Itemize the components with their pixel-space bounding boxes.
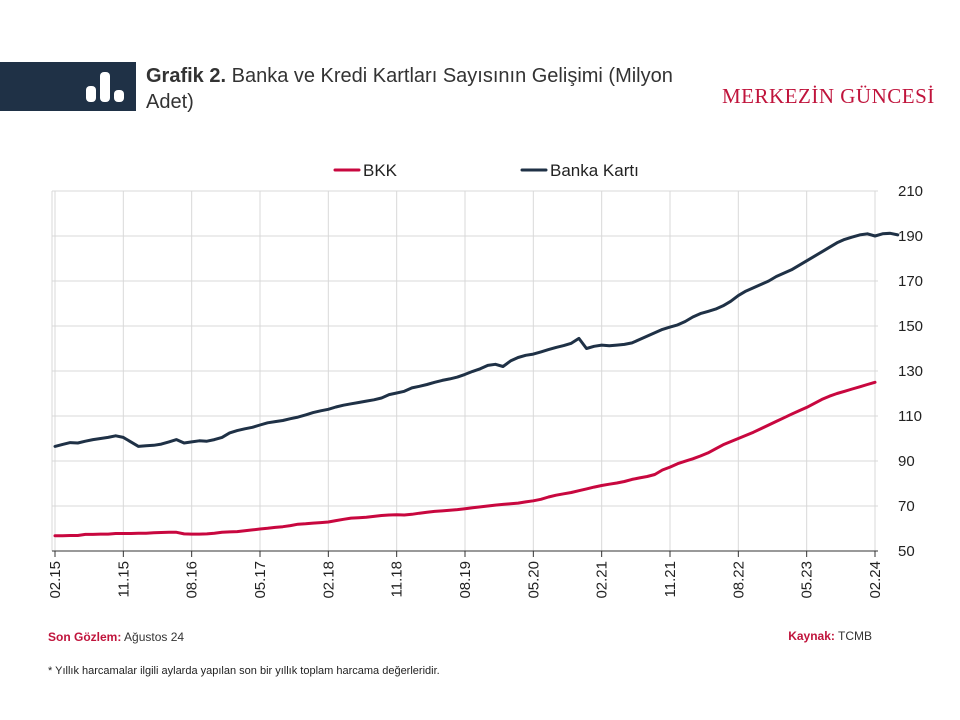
brand-logo: MERKEZİN GÜNCESİ xyxy=(722,84,935,108)
last-observation: Son Gözlem: Ağustos 24 xyxy=(48,630,184,644)
source-label: Kaynak: xyxy=(788,629,835,643)
y-tick-label: 70 xyxy=(898,498,915,515)
last-observation-value: Ağustos 24 xyxy=(124,630,185,644)
x-tick-label: 02.18 xyxy=(320,561,337,599)
x-tick-label: 02.15 xyxy=(47,561,64,599)
title-bold: Grafik 2. xyxy=(146,65,227,87)
series-line xyxy=(53,231,900,448)
y-tick-label: 90 xyxy=(898,453,915,470)
bar-chart-icon xyxy=(86,72,124,102)
y-tick-label: 130 xyxy=(898,363,923,380)
y-tick-label: 110 xyxy=(898,408,922,425)
series-line xyxy=(53,380,877,538)
x-tick-label: 11.18 xyxy=(389,561,406,597)
x-tick-label: 08.22 xyxy=(730,561,747,599)
line-chart: 50 70 90 110 130 150 170 190 210 02.15 11.15 08.16 0… xyxy=(47,161,923,599)
y-tick-label: 210 xyxy=(898,183,923,200)
y-tick-label: 170 xyxy=(898,273,923,290)
y-tick-label: 50 xyxy=(898,543,915,560)
x-tick-label: 11.15 xyxy=(115,561,132,597)
x-tick-label: 08.19 xyxy=(457,561,474,599)
x-tick-label: 11.21 xyxy=(662,561,679,597)
source-value: TCMB xyxy=(838,629,872,643)
legend-label: Banka Kartı xyxy=(550,161,639,180)
x-tick-label: 08.16 xyxy=(184,561,201,599)
legend-label: BKK xyxy=(363,161,398,180)
last-observation-label: Son Gözlem: xyxy=(48,630,122,644)
x-tick-label: 05.17 xyxy=(252,561,269,599)
title-text: Banka ve Kredi Kartları Sayısının Gelişi… xyxy=(146,65,673,113)
title-banner xyxy=(0,62,136,111)
y-tick-label: 190 xyxy=(898,228,923,245)
source: Kaynak: TCMB xyxy=(788,629,872,643)
x-tick-label: 02.21 xyxy=(594,561,611,599)
x-tick-label: 02.24 xyxy=(867,561,884,599)
chart-title: Grafik 2. Banka ve Kredi Kartları Sayısı… xyxy=(146,63,686,115)
x-tick-label: 05.20 xyxy=(525,561,542,599)
x-tick-label: 05.23 xyxy=(799,561,816,599)
footnote: * Yıllık harcamalar ilgili aylarda yapıl… xyxy=(48,665,440,677)
y-tick-label: 150 xyxy=(898,318,923,335)
